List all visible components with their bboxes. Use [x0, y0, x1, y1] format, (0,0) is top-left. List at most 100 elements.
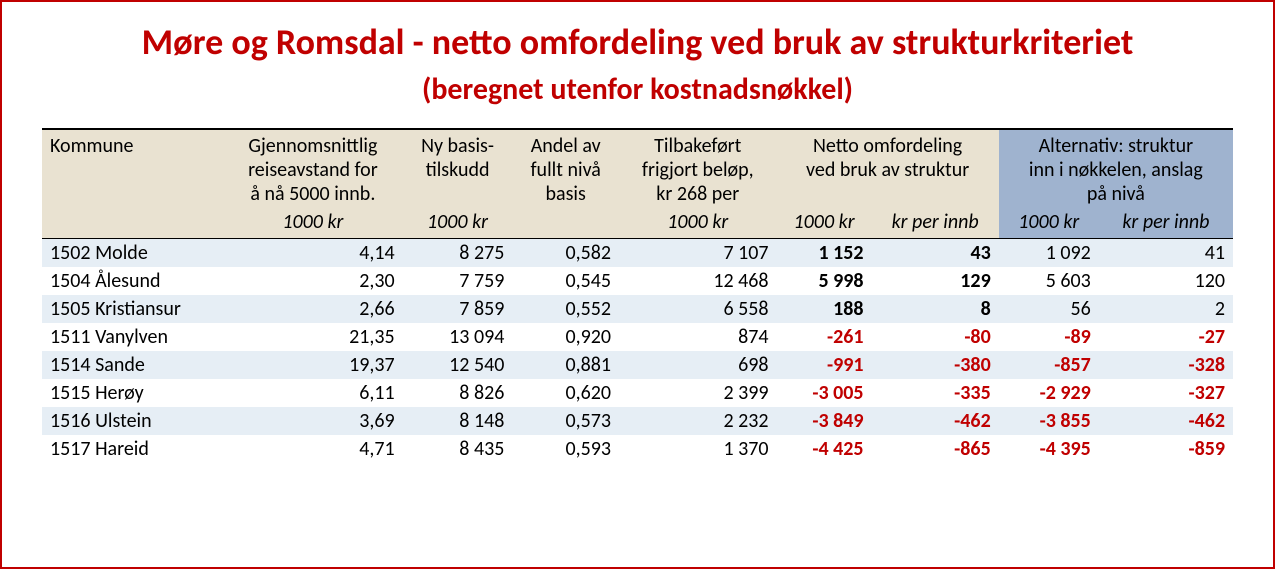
cell-n1000: -261	[777, 323, 872, 351]
unit-akr: kr per innb	[1099, 210, 1233, 239]
cell-tilbake: 7 107	[619, 239, 777, 268]
cell-akr: -328	[1099, 351, 1233, 379]
slide-title: Møre og Romsdal - netto omfordeling ved …	[42, 20, 1233, 110]
cell-nkr: -380	[872, 351, 999, 379]
cell-n1000: 1 152	[777, 239, 872, 268]
cell-tilbake: 698	[619, 351, 777, 379]
hdr-tilbake: Tilbakeførtfrigjort beløp,kr 268 per	[619, 129, 777, 210]
cell-a1000: -2 929	[999, 379, 1099, 407]
hdr-andel: Andel avfullt nivåbasis	[512, 129, 619, 210]
table-row: 1517 Hareid4,718 4350,5931 370-4 425-865…	[42, 435, 1233, 463]
title-sub: (beregnet utenfor kostnadsnøkkel)	[422, 71, 853, 108]
cell-n1000: 5 998	[777, 267, 872, 295]
cell-tilbake: 12 468	[619, 267, 777, 295]
cell-nkr: 43	[872, 239, 999, 268]
unit-andel	[512, 210, 619, 239]
cell-reise: 21,35	[223, 323, 403, 351]
cell-a1000: -3 855	[999, 407, 1099, 435]
cell-akr: -27	[1099, 323, 1233, 351]
table-row: 1515 Herøy6,118 8260,6202 399-3 005-335-…	[42, 379, 1233, 407]
unit-a1000: 1000 kr	[999, 210, 1099, 239]
table-row: 1514 Sande19,3712 5400,881698-991-380-85…	[42, 351, 1233, 379]
cell-akr: 2	[1099, 295, 1233, 323]
cell-kommune: 1516 Ulstein	[42, 407, 223, 435]
cell-kommune: 1511 Vanylven	[42, 323, 223, 351]
cell-a1000: -89	[999, 323, 1099, 351]
cell-nkr: -865	[872, 435, 999, 463]
cell-n1000: -3 849	[777, 407, 872, 435]
cell-kommune: 1515 Herøy	[42, 379, 223, 407]
unit-reise: 1000 kr	[223, 210, 403, 239]
cell-nkr: -462	[872, 407, 999, 435]
table-row: 1516 Ulstein3,698 1480,5732 232-3 849-46…	[42, 407, 1233, 435]
cell-nybasis: 8 826	[403, 379, 513, 407]
unit-tilbake: 1000 kr	[619, 210, 777, 239]
cell-nybasis: 7 859	[403, 295, 513, 323]
unit-n1000: 1000 kr	[777, 210, 872, 239]
cell-nkr: -80	[872, 323, 999, 351]
cell-kommune: 1517 Hareid	[42, 435, 223, 463]
cell-a1000: -857	[999, 351, 1099, 379]
cell-andel: 0,552	[512, 295, 619, 323]
cell-kommune: 1505 Kristiansur	[42, 295, 223, 323]
table-row: 1502 Molde4,148 2750,5827 1071 152431 09…	[42, 239, 1233, 268]
hdr-reise: Gjennomsnittligreiseavstand forå nå 5000…	[223, 129, 403, 210]
cell-akr: -462	[1099, 407, 1233, 435]
cell-a1000: 1 092	[999, 239, 1099, 268]
cell-nkr: 129	[872, 267, 999, 295]
cell-n1000: 188	[777, 295, 872, 323]
cell-tilbake: 6 558	[619, 295, 777, 323]
cell-kommune: 1514 Sande	[42, 351, 223, 379]
cell-andel: 0,545	[512, 267, 619, 295]
cell-andel: 0,593	[512, 435, 619, 463]
table-row: 1504 Ålesund2,307 7590,54512 4685 998129…	[42, 267, 1233, 295]
cell-akr: -327	[1099, 379, 1233, 407]
cell-reise: 19,37	[223, 351, 403, 379]
slide-frame: Møre og Romsdal - netto omfordeling ved …	[0, 0, 1275, 569]
cell-tilbake: 2 232	[619, 407, 777, 435]
cell-reise: 2,66	[223, 295, 403, 323]
cell-tilbake: 1 370	[619, 435, 777, 463]
cell-n1000: -3 005	[777, 379, 872, 407]
hdr-kommune: Kommune	[42, 129, 223, 239]
cell-nybasis: 12 540	[403, 351, 513, 379]
hdr-nybasis: Ny basis-tilskudd	[403, 129, 513, 210]
cell-andel: 0,573	[512, 407, 619, 435]
cell-tilbake: 874	[619, 323, 777, 351]
cell-n1000: -4 425	[777, 435, 872, 463]
cell-andel: 0,620	[512, 379, 619, 407]
cell-andel: 0,920	[512, 323, 619, 351]
cell-akr: 41	[1099, 239, 1233, 268]
cell-kommune: 1502 Molde	[42, 239, 223, 268]
cell-reise: 4,71	[223, 435, 403, 463]
cell-akr: -859	[1099, 435, 1233, 463]
cell-reise: 4,14	[223, 239, 403, 268]
cell-andel: 0,881	[512, 351, 619, 379]
cell-nybasis: 13 094	[403, 323, 513, 351]
cell-akr: 120	[1099, 267, 1233, 295]
cell-a1000: 5 603	[999, 267, 1099, 295]
table-row: 1511 Vanylven21,3513 0940,920874-261-80-…	[42, 323, 1233, 351]
cell-kommune: 1504 Ålesund	[42, 267, 223, 295]
unit-nkr: kr per innb	[872, 210, 999, 239]
table-row: 1505 Kristiansur2,667 8590,5526 55818885…	[42, 295, 1233, 323]
unit-nybasis: 1000 kr	[403, 210, 513, 239]
cell-reise: 6,11	[223, 379, 403, 407]
cell-nybasis: 8 148	[403, 407, 513, 435]
cell-reise: 2,30	[223, 267, 403, 295]
cell-reise: 3,69	[223, 407, 403, 435]
cell-andel: 0,582	[512, 239, 619, 268]
data-table: Kommune Gjennomsnittligreiseavstand forå…	[42, 128, 1233, 463]
cell-nybasis: 7 759	[403, 267, 513, 295]
table-body: 1502 Molde4,148 2750,5827 1071 152431 09…	[42, 239, 1233, 464]
hdr-netto: Netto omfordelingved bruk av struktur	[777, 129, 999, 210]
cell-n1000: -991	[777, 351, 872, 379]
cell-nkr: -335	[872, 379, 999, 407]
hdr-alt: Alternativ: strukturinn i nøkkelen, ansl…	[999, 129, 1233, 210]
cell-tilbake: 2 399	[619, 379, 777, 407]
cell-nybasis: 8 275	[403, 239, 513, 268]
cell-nkr: 8	[872, 295, 999, 323]
title-main: Møre og Romsdal - netto omfordeling ved …	[142, 20, 1134, 64]
cell-a1000: 56	[999, 295, 1099, 323]
cell-a1000: -4 395	[999, 435, 1099, 463]
